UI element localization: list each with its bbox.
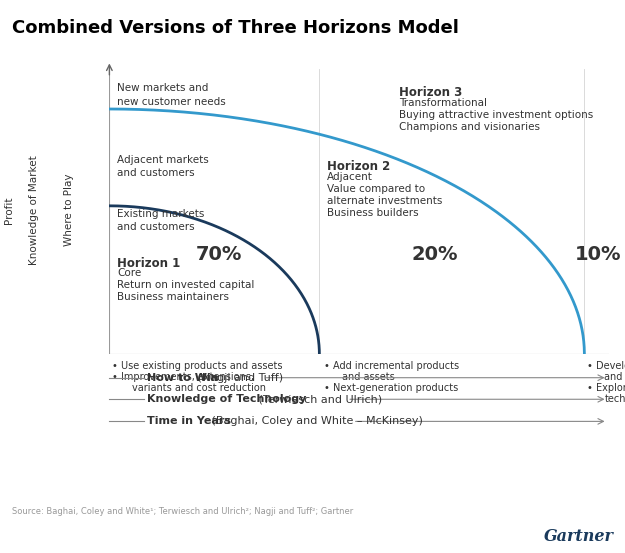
- Text: and assets: and assets: [342, 372, 394, 382]
- Text: Business builders: Business builders: [327, 207, 419, 217]
- Text: • Develop new products: • Develop new products: [587, 361, 625, 371]
- Text: Champions and visionaries: Champions and visionaries: [399, 122, 541, 132]
- Text: Business maintainers: Business maintainers: [117, 293, 229, 302]
- Text: Return on invested capital: Return on invested capital: [117, 280, 254, 290]
- Text: Transformational: Transformational: [399, 97, 488, 108]
- Text: Horizon 1: Horizon 1: [117, 257, 180, 270]
- Text: Profit: Profit: [4, 196, 14, 224]
- Text: • Improvements, extensions,: • Improvements, extensions,: [112, 372, 254, 382]
- Text: Where to Play: Where to Play: [64, 174, 74, 247]
- Text: Adjacent markets
and customers: Adjacent markets and customers: [117, 154, 209, 178]
- Text: variants and cost reduction: variants and cost reduction: [132, 383, 266, 393]
- Text: (Terwiesch and Ulrich): (Terwiesch and Ulrich): [255, 394, 382, 404]
- Text: Knowledge of Market: Knowledge of Market: [29, 155, 39, 265]
- Text: How to Win: How to Win: [147, 373, 219, 383]
- Text: Adjacent: Adjacent: [327, 171, 372, 181]
- Text: Combined Versions of Three Horizons Model: Combined Versions of Three Horizons Mode…: [12, 19, 459, 38]
- Text: • Exploration with new: • Exploration with new: [587, 383, 625, 393]
- Text: 70%: 70%: [196, 245, 242, 264]
- Text: Source: Baghai, Coley and White¹; Terwiesch and Ulrich²; Nagji and Tuff²; Gartne: Source: Baghai, Coley and White¹; Terwie…: [12, 507, 354, 516]
- Text: Core: Core: [117, 268, 141, 279]
- Text: 10%: 10%: [575, 245, 622, 264]
- Text: New markets and
new customer needs: New markets and new customer needs: [117, 84, 226, 107]
- Text: Existing markets
and customers: Existing markets and customers: [117, 208, 204, 232]
- Text: Knowledge of Technology: Knowledge of Technology: [147, 394, 306, 404]
- Text: 20%: 20%: [411, 245, 458, 264]
- Text: (Baghai, Coley and White – McKinsey): (Baghai, Coley and White – McKinsey): [208, 416, 422, 426]
- Text: technologies: technologies: [604, 394, 625, 404]
- Text: • Next-generation products: • Next-generation products: [324, 383, 459, 393]
- Text: Horizon 3: Horizon 3: [399, 86, 462, 99]
- Text: Gartner: Gartner: [544, 529, 614, 545]
- Text: Value compared to: Value compared to: [327, 184, 425, 194]
- Text: and assets: and assets: [604, 372, 625, 382]
- Text: • Add incremental products: • Add incremental products: [324, 361, 459, 371]
- Text: • Use existing products and assets: • Use existing products and assets: [112, 361, 282, 371]
- Text: Buying attractive investment options: Buying attractive investment options: [399, 109, 594, 119]
- Text: Time in Years: Time in Years: [147, 416, 231, 426]
- Text: alternate investments: alternate investments: [327, 196, 442, 206]
- Text: (Nagji and Tuff): (Nagji and Tuff): [194, 373, 283, 383]
- Text: Horizon 2: Horizon 2: [327, 160, 390, 173]
